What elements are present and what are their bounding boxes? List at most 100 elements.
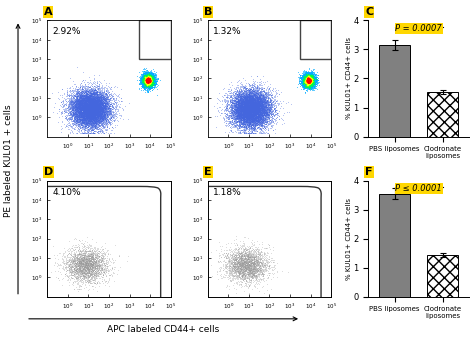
Point: [83, 98, 91, 103]
Point: [142, 78, 149, 84]
Point: [248, 98, 255, 103]
Point: [255, 114, 263, 119]
Point: [84, 119, 91, 124]
Point: [308, 78, 315, 83]
Point: [304, 79, 312, 84]
Point: [90, 97, 97, 102]
Point: [144, 82, 151, 88]
Point: [79, 92, 86, 98]
Point: [145, 73, 152, 79]
Point: [303, 76, 311, 81]
Point: [253, 103, 261, 109]
Point: [99, 96, 107, 101]
Point: [95, 108, 102, 114]
Point: [246, 109, 254, 115]
Point: [306, 77, 313, 83]
Point: [302, 74, 310, 80]
Point: [230, 109, 237, 114]
Point: [246, 251, 254, 257]
Point: [98, 268, 105, 273]
Point: [78, 83, 85, 88]
Point: [247, 93, 255, 98]
Point: [238, 107, 246, 113]
Point: [75, 98, 83, 103]
Point: [244, 97, 251, 102]
Point: [87, 120, 94, 125]
Point: [306, 78, 314, 84]
Point: [145, 78, 152, 84]
Point: [82, 109, 89, 115]
Point: [97, 113, 105, 119]
Point: [103, 99, 110, 104]
Point: [301, 74, 309, 80]
Point: [144, 76, 151, 81]
Point: [302, 74, 310, 79]
Point: [73, 270, 81, 276]
Point: [142, 74, 149, 80]
Point: [241, 248, 249, 254]
Point: [310, 78, 317, 83]
Point: [309, 83, 316, 89]
Point: [246, 100, 253, 106]
Point: [302, 74, 310, 80]
Point: [259, 109, 267, 115]
Point: [146, 77, 154, 83]
Point: [72, 242, 79, 248]
Point: [80, 103, 87, 109]
Point: [228, 249, 236, 255]
Point: [102, 112, 110, 117]
Point: [265, 94, 273, 100]
Point: [300, 75, 307, 80]
Point: [86, 108, 93, 114]
Point: [93, 112, 101, 117]
Point: [255, 103, 263, 108]
Point: [302, 78, 310, 84]
Point: [303, 79, 311, 84]
Point: [305, 76, 313, 81]
Point: [90, 112, 97, 118]
Point: [306, 76, 313, 81]
Point: [310, 74, 318, 80]
Point: [256, 116, 264, 121]
Point: [256, 102, 264, 107]
Point: [308, 77, 316, 83]
Point: [254, 91, 262, 96]
Point: [250, 265, 257, 270]
Point: [247, 265, 255, 270]
Point: [228, 273, 236, 278]
Point: [82, 100, 89, 105]
Point: [91, 105, 98, 110]
Point: [227, 113, 235, 118]
Point: [87, 110, 94, 115]
Point: [309, 82, 316, 87]
Point: [307, 76, 315, 81]
Point: [235, 263, 242, 268]
Point: [308, 81, 316, 86]
Point: [95, 95, 102, 101]
Point: [85, 110, 92, 116]
Point: [74, 260, 82, 266]
Point: [243, 110, 250, 116]
Point: [246, 93, 254, 98]
Point: [145, 79, 152, 85]
Point: [87, 93, 94, 99]
Point: [145, 77, 153, 82]
Point: [306, 80, 314, 86]
Point: [78, 105, 86, 111]
Point: [305, 76, 312, 81]
Point: [297, 74, 304, 80]
Point: [79, 271, 86, 277]
Point: [312, 79, 320, 85]
Point: [255, 114, 263, 119]
Point: [307, 75, 315, 80]
Point: [146, 84, 153, 90]
Point: [90, 96, 98, 101]
Point: [260, 86, 268, 91]
Point: [238, 101, 246, 106]
Point: [239, 98, 246, 103]
Point: [251, 264, 258, 269]
Point: [309, 79, 316, 84]
Point: [82, 271, 90, 277]
Point: [306, 74, 314, 80]
Point: [145, 73, 153, 78]
